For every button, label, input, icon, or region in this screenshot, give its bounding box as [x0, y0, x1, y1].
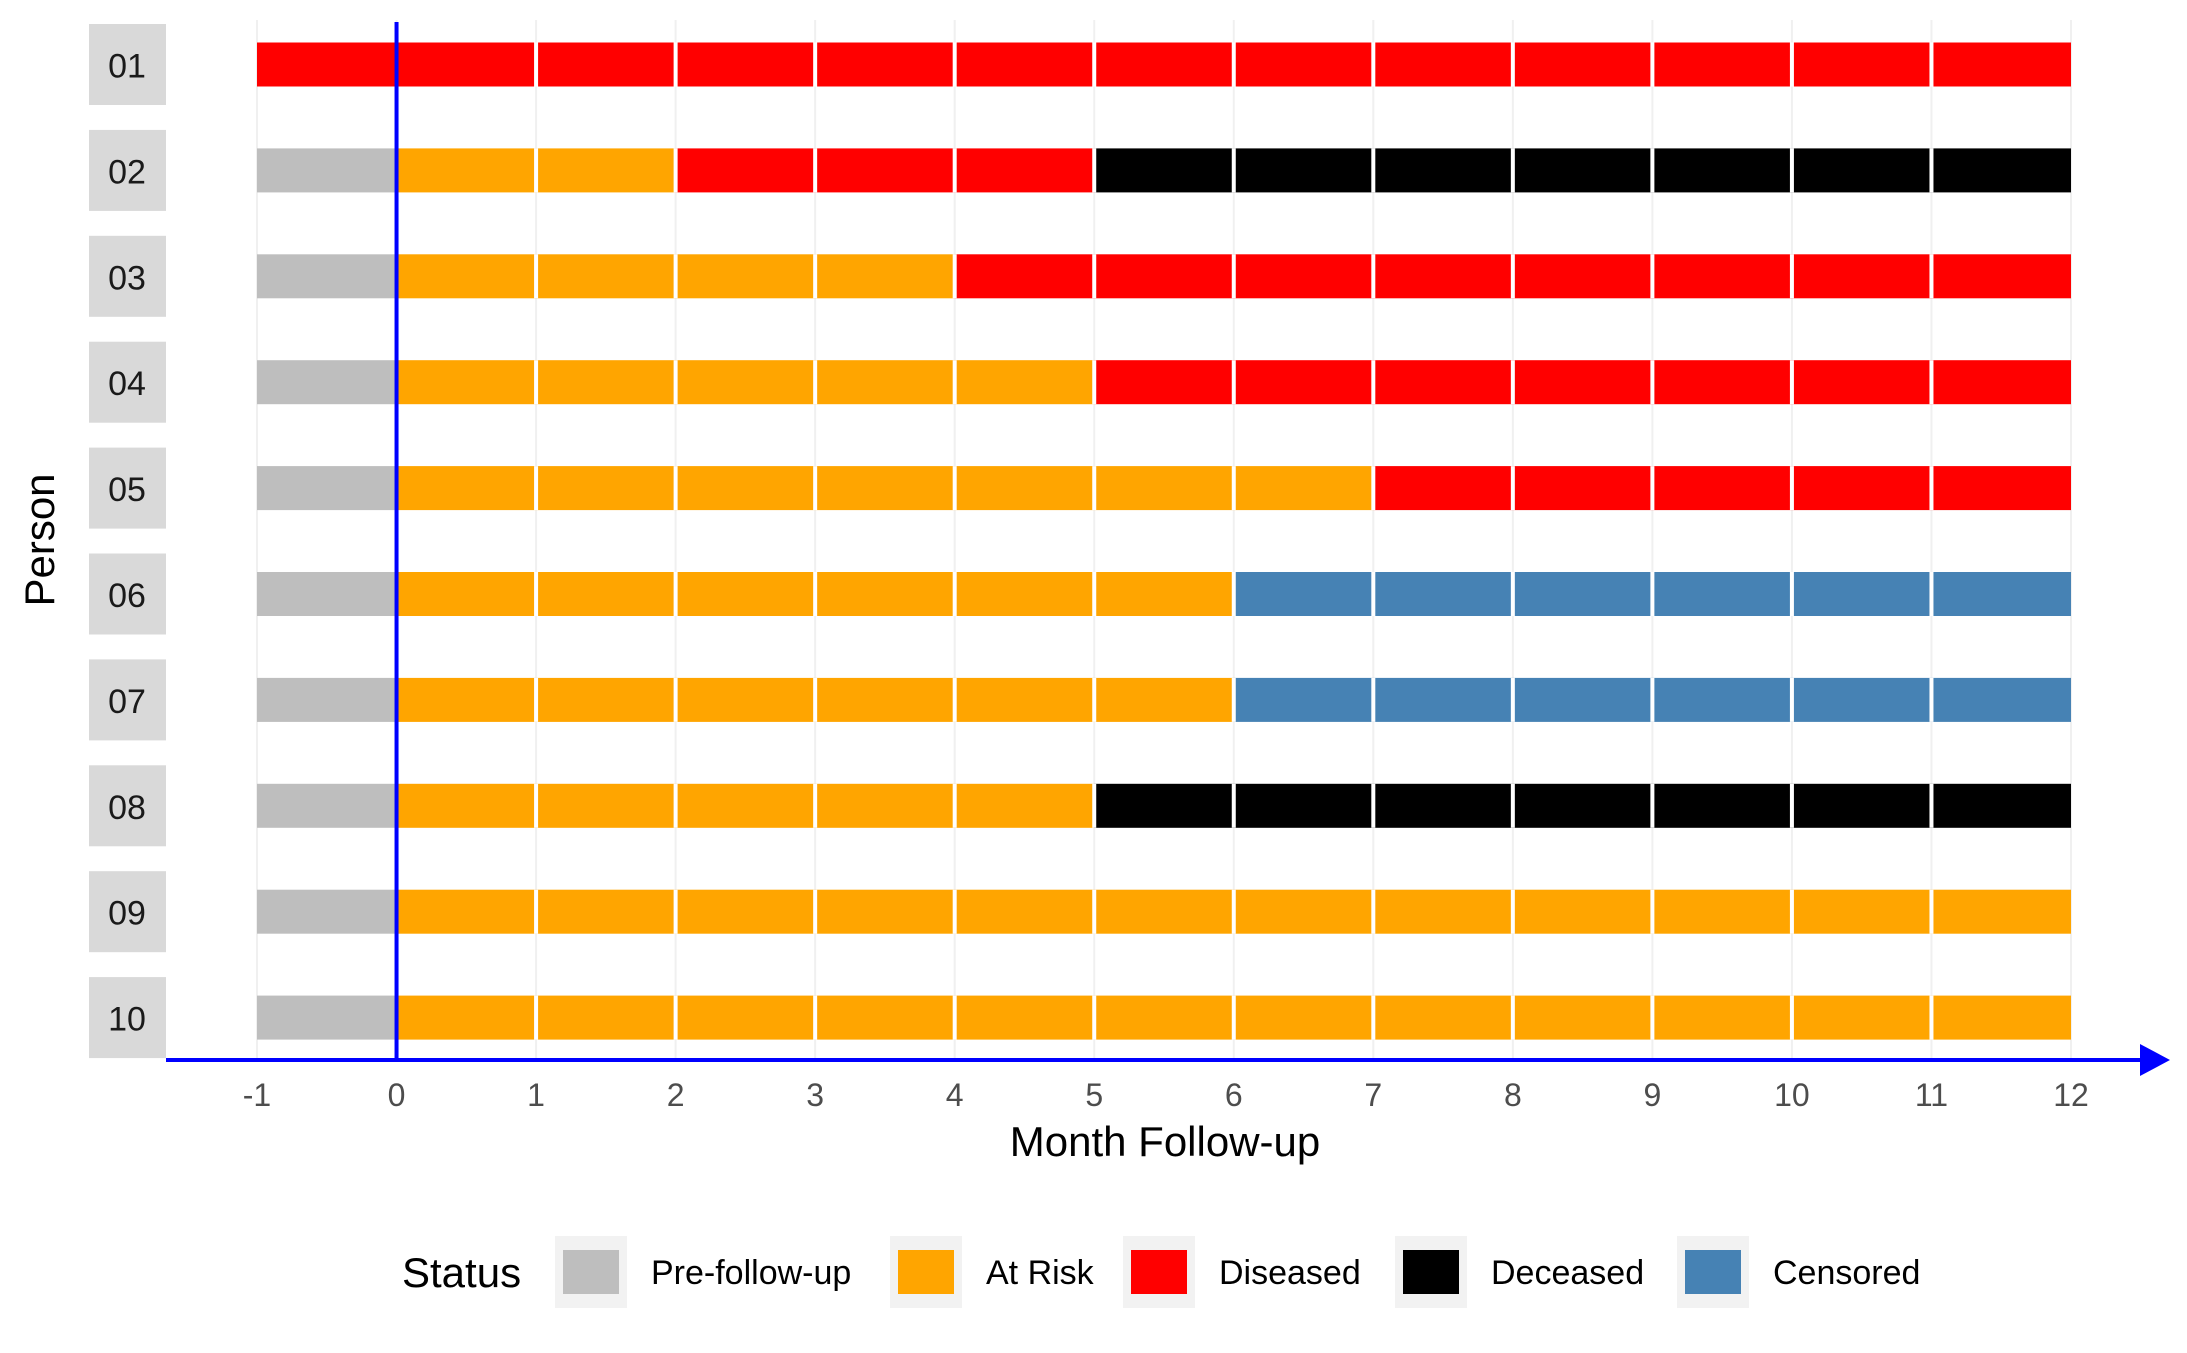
status-segment-pre [257, 677, 397, 722]
person-strip [89, 765, 166, 847]
x-tick-label: -1 [243, 1077, 271, 1113]
legend-label-diseased: Diseased [1219, 1254, 1361, 1292]
strip-layer: 01 02 03 04 05 06 07 08 09 10 [89, 24, 166, 1059]
person-strip [89, 553, 166, 635]
status-segment-pre [257, 783, 397, 828]
x-tick-label: 0 [388, 1077, 406, 1113]
x-tick-label: 5 [1085, 1077, 1103, 1113]
person-strip [89, 977, 166, 1059]
person-label: 05 [108, 471, 146, 509]
person-strip [89, 659, 166, 741]
x-tick-label: 4 [946, 1077, 964, 1113]
legend-swatch-diseased [1131, 1250, 1187, 1294]
legend-swatch-risk [898, 1250, 954, 1294]
status-segment-pre [257, 466, 397, 511]
legend-label-risk: At Risk [986, 1254, 1095, 1292]
person-strip [89, 871, 166, 953]
x-tick-label: 7 [1364, 1077, 1382, 1113]
x-tick-label: 12 [2053, 1077, 2089, 1113]
status-segment-risk [396, 466, 1374, 511]
status-segment-diseased [1373, 466, 2071, 511]
person-strip [89, 235, 166, 317]
status-segment-pre [257, 572, 397, 616]
person-label: 09 [108, 895, 146, 933]
status-segment-risk [396, 783, 1095, 828]
person-label: 08 [108, 789, 146, 827]
legend-label-deceased: Deceased [1491, 1254, 1644, 1292]
status-segment-pre [257, 995, 397, 1040]
person-strip [89, 341, 166, 423]
x-tick-label: 1 [527, 1077, 545, 1113]
status-segment-deceased [1094, 783, 2071, 828]
status-segment-pre [257, 889, 397, 934]
x-axis-arrowhead [2140, 1044, 2170, 1076]
status-segment-deceased [1094, 148, 2071, 193]
person-label: 10 [108, 1001, 146, 1039]
status-segment-pre [257, 360, 397, 405]
gridline-layer [256, 20, 2072, 1058]
person-strip [89, 447, 166, 529]
x-tick-label: 10 [1774, 1077, 1810, 1113]
y-axis-title: Person [16, 473, 63, 606]
person-label: 01 [108, 48, 146, 86]
person-label: 07 [108, 683, 146, 721]
legend-title: Status [402, 1249, 521, 1296]
x-tick-label: 6 [1225, 1077, 1243, 1113]
person-label: 06 [108, 577, 146, 615]
x-tick-label: 9 [1643, 1077, 1661, 1113]
x-tick-label: 2 [667, 1077, 685, 1113]
axis-titles: Month Follow-up Person [16, 473, 1320, 1165]
person-label: 03 [108, 259, 146, 297]
legend-swatch-pre [563, 1250, 619, 1294]
x-axis-title: Month Follow-up [1010, 1118, 1320, 1165]
legend-label-pre: Pre-follow-up [651, 1254, 851, 1292]
x-tick-label: 8 [1504, 1077, 1522, 1113]
legend-swatch-deceased [1403, 1250, 1459, 1294]
legend-label-censored: Censored [1773, 1254, 1920, 1292]
person-label: 02 [108, 153, 146, 191]
x-tick-label: 3 [806, 1077, 824, 1113]
status-segment-pre [257, 148, 397, 193]
status-segment-diseased [1094, 360, 2071, 405]
bar-layer [257, 42, 2071, 1040]
divider-layer [534, 42, 1934, 1040]
status-segment-risk [396, 360, 1095, 405]
person-strip [89, 129, 166, 211]
person-label: 04 [108, 365, 146, 403]
legend-swatch-censored [1685, 1250, 1741, 1294]
x-axis: -1 0 1 2 3 4 5 6 7 8 9 10 11 12 [166, 1044, 2170, 1113]
legend: Status Pre-follow-up At Risk Diseased Decea… [402, 1236, 1920, 1308]
status-segment-pre [257, 254, 397, 299]
status-segment-diseased [675, 148, 1095, 193]
x-tick-label: 11 [1915, 1077, 1948, 1113]
status-segment-diseased [257, 42, 2071, 87]
person-strip [89, 24, 166, 105]
